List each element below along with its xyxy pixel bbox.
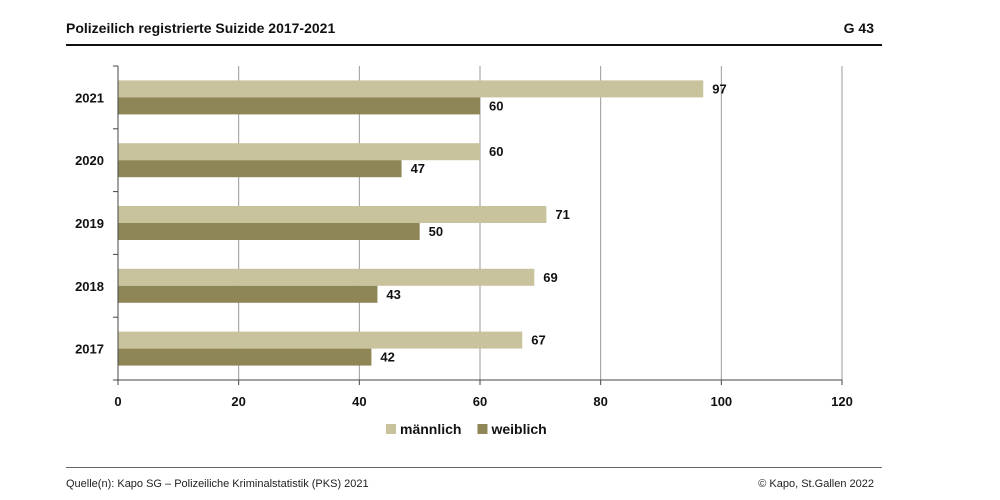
x-tick-label: 0 bbox=[114, 394, 121, 409]
copyright-note: © Kapo, St.Gallen 2022 bbox=[758, 478, 874, 490]
footer-rule bbox=[66, 467, 882, 468]
x-tick-label: 100 bbox=[710, 394, 732, 409]
data-label: 67 bbox=[531, 333, 545, 348]
legend-label: weiblich bbox=[490, 421, 546, 437]
data-label: 60 bbox=[489, 98, 503, 113]
x-tick-label: 120 bbox=[831, 394, 853, 409]
chart-header: Polizeilich registrierte Suizide 2017-20… bbox=[66, 20, 874, 42]
data-label: 42 bbox=[380, 350, 394, 365]
data-label: 69 bbox=[543, 270, 557, 285]
source-note: Quelle(n): Kapo SG – Polizeiliche Krimin… bbox=[66, 478, 369, 490]
bar-weiblich bbox=[118, 160, 402, 178]
chart-footer: Quelle(n): Kapo SG – Polizeiliche Krimin… bbox=[66, 478, 874, 494]
data-label: 60 bbox=[489, 144, 503, 159]
x-tick-label: 20 bbox=[231, 394, 245, 409]
x-tick-label: 60 bbox=[473, 394, 487, 409]
bar-weiblich bbox=[118, 285, 378, 303]
y-category-label: 2020 bbox=[75, 153, 104, 168]
bar-männlich bbox=[118, 143, 480, 161]
legend-swatch bbox=[477, 424, 488, 434]
chart-code: G 43 bbox=[843, 20, 874, 36]
x-tick-label: 40 bbox=[352, 394, 366, 409]
header-rule bbox=[66, 44, 882, 46]
data-label: 71 bbox=[555, 207, 569, 222]
data-label: 50 bbox=[429, 224, 443, 239]
y-category-label: 2019 bbox=[75, 216, 104, 231]
y-category-label: 2021 bbox=[75, 90, 104, 105]
x-tick-label: 80 bbox=[593, 394, 607, 409]
bar-weiblich bbox=[118, 97, 480, 115]
bar-chart: 0 20 40 60 80 100 120 2021 97 60 2020 60 47 2019 71 50 2… bbox=[75, 65, 853, 437]
bar-männlich bbox=[118, 206, 547, 223]
legend-label: männlich bbox=[400, 421, 461, 437]
data-label: 47 bbox=[411, 161, 425, 176]
chart-title: Polizeilich registrierte Suizide 2017-20… bbox=[66, 20, 336, 36]
bar-männlich bbox=[118, 80, 704, 98]
bar-männlich bbox=[118, 268, 535, 286]
data-label: 97 bbox=[712, 81, 726, 96]
legend-swatch bbox=[386, 424, 396, 434]
bar-weiblich bbox=[118, 223, 420, 240]
y-category-label: 2018 bbox=[75, 279, 104, 294]
bar-männlich bbox=[118, 331, 523, 349]
bar-weiblich bbox=[118, 348, 372, 366]
y-category-label: 2017 bbox=[75, 342, 104, 357]
data-label: 43 bbox=[386, 287, 400, 302]
